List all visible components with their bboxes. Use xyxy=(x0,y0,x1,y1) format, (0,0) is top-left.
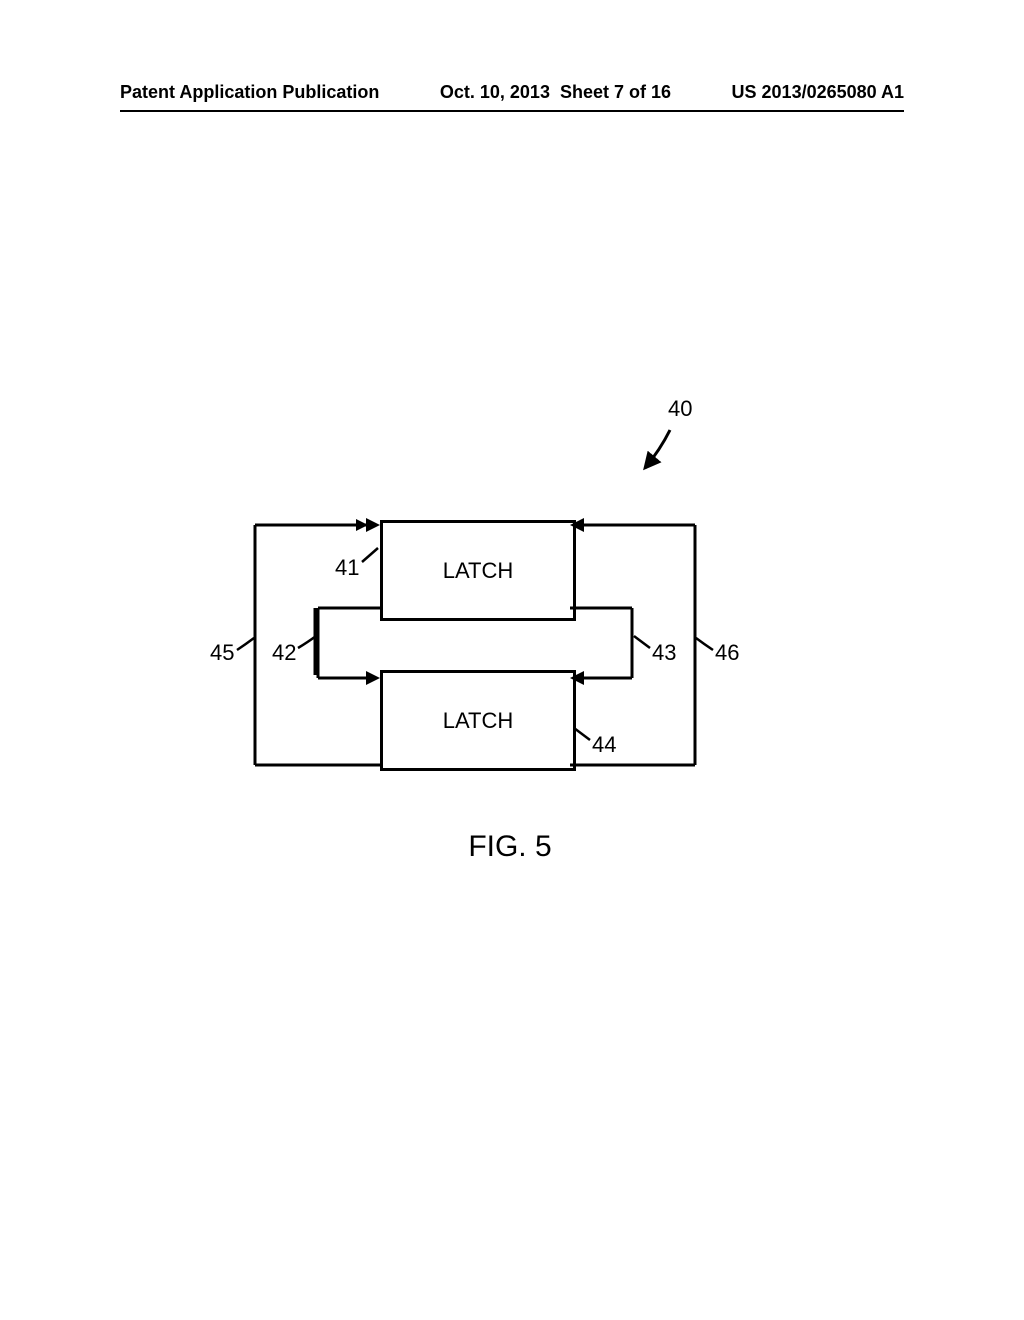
ref-44: 44 xyxy=(592,732,616,758)
ref-46: 46 xyxy=(715,640,739,666)
ref-45: 45 xyxy=(210,640,234,666)
header-docnumber: US 2013/0265080 A1 xyxy=(732,82,904,103)
header-publication: Patent Application Publication xyxy=(120,82,379,103)
ref-41: 41 xyxy=(335,555,359,581)
header-rule xyxy=(120,110,904,112)
header-date-sheet: Oct. 10, 2013 Sheet 7 of 16 xyxy=(440,82,671,103)
ref-43: 43 xyxy=(652,640,676,666)
diagram: 40 LATCH LATCH xyxy=(190,390,830,890)
page: Patent Application Publication Oct. 10, … xyxy=(0,0,1024,1320)
figure-caption: FIG. 5 xyxy=(190,830,830,864)
ref-42: 42 xyxy=(272,640,296,666)
header: Patent Application Publication Oct. 10, … xyxy=(120,82,904,103)
